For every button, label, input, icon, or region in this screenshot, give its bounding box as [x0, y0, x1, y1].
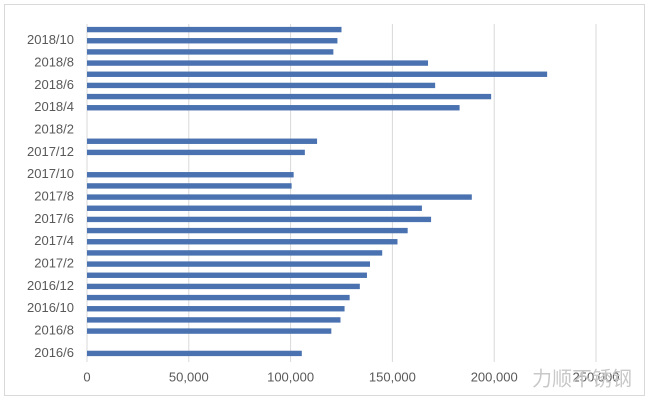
- bar: [87, 216, 432, 223]
- bar: [87, 350, 302, 357]
- y-tick-label: 2016/12: [27, 278, 74, 293]
- y-tick-label: 2017/4: [34, 233, 74, 248]
- y-tick-label: 2017/6: [34, 211, 74, 226]
- x-tick-label: 50,000: [169, 369, 209, 384]
- y-tick-label: 2016/10: [27, 300, 74, 315]
- watermark: 力顺不锈钢: [532, 367, 632, 390]
- y-tick-label: 2017/2: [34, 256, 74, 271]
- bar: [87, 172, 294, 178]
- bar: [87, 294, 350, 301]
- bar: [87, 138, 318, 144]
- bar: [87, 283, 360, 290]
- bar: [87, 38, 338, 44]
- bar: [87, 183, 292, 189]
- bar: [87, 26, 342, 33]
- bar: [87, 272, 367, 278]
- bar: [87, 60, 429, 66]
- bar: [87, 317, 341, 323]
- x-tick-label: 150,000: [369, 369, 416, 384]
- bar: [87, 261, 371, 267]
- y-tick-label: 2018/10: [27, 32, 74, 47]
- y-tick-label: 2016/6: [34, 345, 74, 360]
- x-tick-label: 250,000: [573, 369, 620, 384]
- y-tick-label: 2018/8: [34, 55, 74, 70]
- x-tick-label: 0: [83, 369, 90, 384]
- y-tick-label: 2016/8: [34, 323, 74, 338]
- bar: [87, 71, 548, 77]
- bar: [87, 250, 383, 256]
- bar: [87, 239, 398, 245]
- y-tick-label: 2018/2: [34, 122, 74, 137]
- bar: [87, 82, 436, 89]
- bar: [87, 205, 422, 211]
- bar: [87, 306, 345, 312]
- y-tick-label: 2018/4: [34, 99, 74, 114]
- y-tick-label: 2017/10: [27, 166, 74, 181]
- bar: [87, 93, 492, 100]
- bar: [87, 49, 334, 55]
- bar: [87, 105, 460, 111]
- bar: [87, 227, 408, 234]
- chart-frame: [4, 4, 645, 396]
- x-tick-label: 200,000: [471, 369, 518, 384]
- y-tick-label: 2017/8: [34, 189, 74, 204]
- y-tick-label: 2018/6: [34, 77, 74, 92]
- y-tick-label: 2017/12: [27, 144, 74, 159]
- bar: [87, 194, 472, 200]
- bar: [87, 149, 305, 156]
- x-tick-label: 100,000: [267, 369, 314, 384]
- bar: [87, 328, 332, 334]
